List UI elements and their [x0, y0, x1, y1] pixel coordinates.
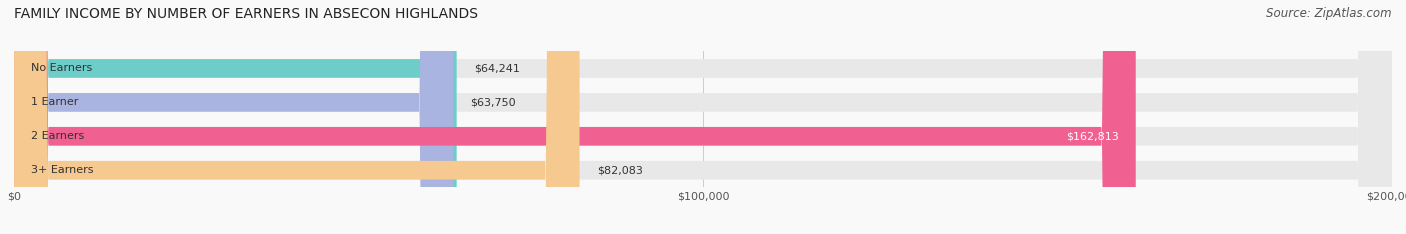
FancyBboxPatch shape: [14, 0, 457, 234]
FancyBboxPatch shape: [14, 0, 1392, 234]
Text: No Earners: No Earners: [31, 63, 93, 73]
Text: $162,813: $162,813: [1066, 131, 1119, 141]
Text: 1 Earner: 1 Earner: [31, 97, 79, 107]
FancyBboxPatch shape: [14, 0, 1392, 234]
FancyBboxPatch shape: [14, 0, 579, 234]
Text: $63,750: $63,750: [471, 97, 516, 107]
Text: 3+ Earners: 3+ Earners: [31, 165, 94, 175]
FancyBboxPatch shape: [14, 0, 1392, 234]
FancyBboxPatch shape: [14, 0, 1392, 234]
Text: Source: ZipAtlas.com: Source: ZipAtlas.com: [1267, 7, 1392, 20]
FancyBboxPatch shape: [14, 0, 1136, 234]
Text: 2 Earners: 2 Earners: [31, 131, 84, 141]
Text: $64,241: $64,241: [474, 63, 520, 73]
FancyBboxPatch shape: [14, 0, 453, 234]
Text: FAMILY INCOME BY NUMBER OF EARNERS IN ABSECON HIGHLANDS: FAMILY INCOME BY NUMBER OF EARNERS IN AB…: [14, 7, 478, 21]
Text: $82,083: $82,083: [596, 165, 643, 175]
